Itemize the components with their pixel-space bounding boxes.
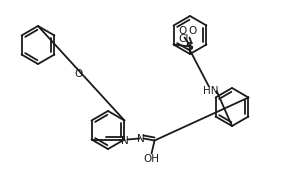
Text: Cl: Cl <box>179 34 189 44</box>
Text: N: N <box>121 136 128 145</box>
Text: O: O <box>179 25 187 36</box>
Text: O: O <box>74 69 82 79</box>
Text: HN: HN <box>203 86 219 96</box>
Text: O: O <box>188 25 197 36</box>
Text: N: N <box>137 135 144 144</box>
Text: OH: OH <box>143 153 160 164</box>
Text: S: S <box>185 41 194 52</box>
